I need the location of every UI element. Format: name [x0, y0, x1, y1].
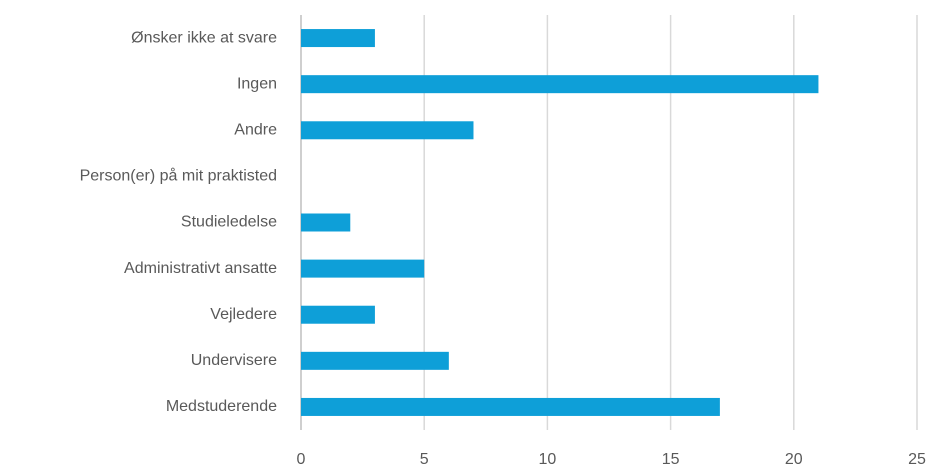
x-tick-label: 20 — [785, 451, 803, 468]
bar — [301, 121, 474, 140]
y-tick-label: Administrativt ansatte — [124, 260, 277, 277]
bar — [301, 259, 425, 278]
bar — [301, 305, 375, 324]
x-tick-label: 15 — [662, 451, 680, 468]
bar — [301, 75, 819, 94]
y-tick-label: Ønsker ikke at svare — [131, 29, 277, 46]
x-tick-label: 25 — [908, 451, 926, 468]
bar — [301, 351, 449, 370]
x-tick-label: 0 — [297, 451, 306, 468]
x-tick-label: 5 — [420, 451, 429, 468]
bar — [301, 397, 720, 416]
bar — [301, 29, 375, 48]
y-tick-label: Andre — [234, 121, 277, 138]
y-tick-label: Studieledelse — [181, 214, 277, 231]
y-tick-label: Medstuderende — [166, 398, 277, 415]
bar — [301, 213, 351, 232]
y-tick-label: Vejledere — [210, 306, 277, 323]
y-tick-label: Person(er) på mit praktisted — [80, 167, 277, 185]
y-tick-label: Ingen — [237, 75, 277, 92]
y-tick-label: Undervisere — [191, 352, 277, 369]
x-tick-label: 10 — [539, 451, 557, 468]
